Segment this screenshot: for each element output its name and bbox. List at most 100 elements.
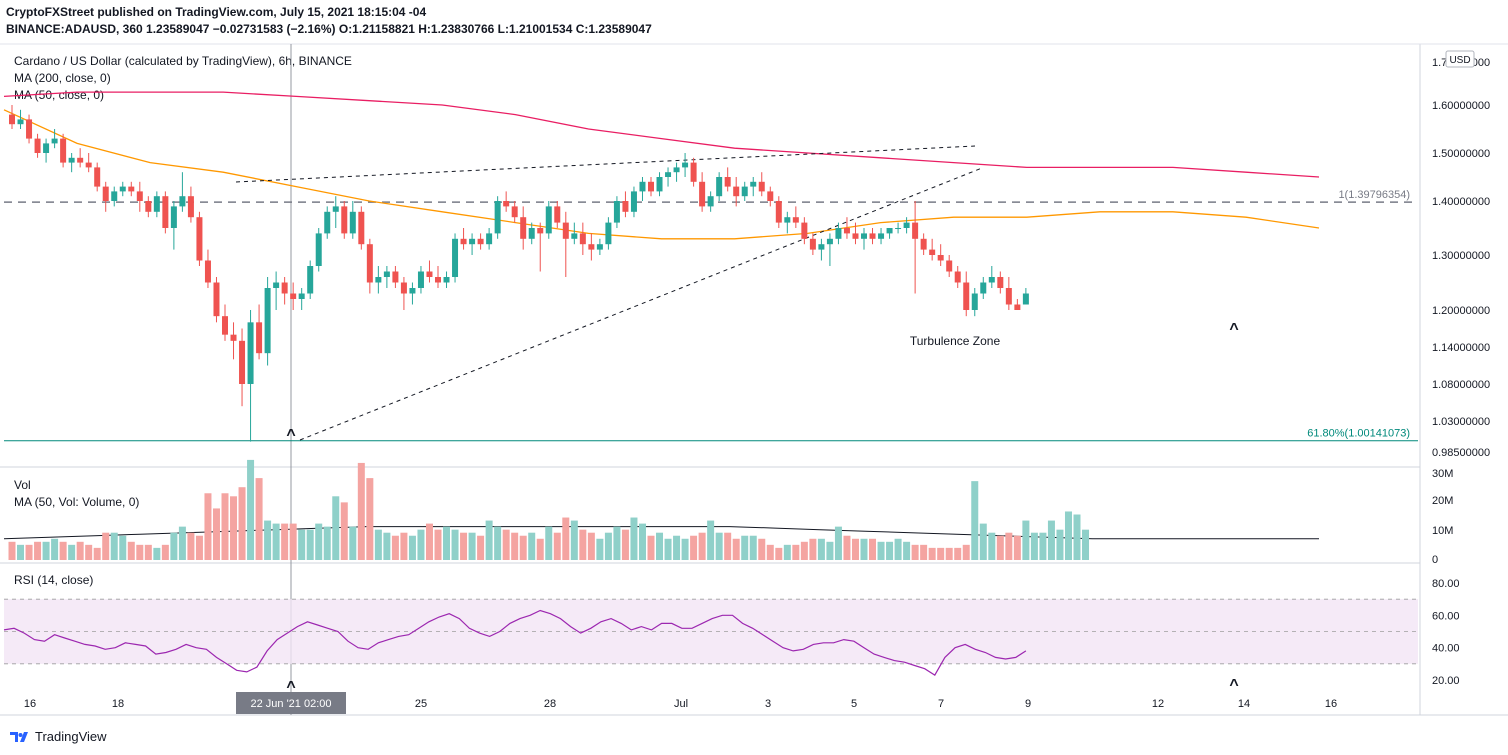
candle-body xyxy=(400,282,407,294)
volume-bar xyxy=(800,541,808,560)
candle-body xyxy=(392,271,399,283)
candle-body xyxy=(187,196,194,218)
candle-body xyxy=(835,228,842,239)
volume-bar xyxy=(707,520,715,560)
volume-bar xyxy=(809,538,817,560)
wedge-upper-trendline xyxy=(235,145,976,183)
candle-body xyxy=(920,238,927,250)
candle-body xyxy=(767,191,774,201)
volume-bar xyxy=(17,544,25,560)
volume-bar xyxy=(1030,532,1038,560)
volume-bar xyxy=(749,535,757,560)
volume-bar xyxy=(937,547,945,560)
candle-body xyxy=(895,228,902,229)
candle-body xyxy=(826,238,833,245)
price-tick-label: 0.98500000 xyxy=(1432,447,1490,459)
volume-bar xyxy=(775,547,783,560)
volume-bar xyxy=(834,526,842,560)
candle-body xyxy=(886,228,893,234)
volume-bar xyxy=(102,532,110,560)
rsi-tick-label: 20.00 xyxy=(1432,675,1460,687)
volume-bar xyxy=(340,502,348,560)
volume-bar xyxy=(826,541,834,560)
candle-body xyxy=(315,233,322,266)
rsi-caret-marker: ^ xyxy=(286,679,295,696)
volume-bar xyxy=(587,532,595,560)
price-tick-label: 1.50000000 xyxy=(1432,148,1490,160)
candle-body xyxy=(307,266,314,294)
volume-bar xyxy=(366,478,374,560)
volume-bar xyxy=(34,541,42,560)
candle-body xyxy=(648,181,654,192)
candle-body xyxy=(77,157,84,163)
price-tick-label: 1.30000000 xyxy=(1432,250,1490,262)
volume-bar xyxy=(681,538,689,560)
candle-body xyxy=(1022,293,1029,305)
volume-bar xyxy=(408,535,416,560)
candle-body xyxy=(256,322,263,354)
volume-bar xyxy=(553,532,561,560)
candle-body xyxy=(878,233,885,239)
candle-body xyxy=(452,238,459,277)
price-tick-label: 1.14000000 xyxy=(1432,342,1490,354)
volume-bar xyxy=(204,493,212,560)
ma200-legend: MA (200, close, 0) xyxy=(14,71,111,85)
candle-body xyxy=(707,196,714,207)
volume-bar xyxy=(979,523,987,560)
volume-bar xyxy=(528,532,536,560)
candle-body xyxy=(775,201,782,223)
candle-body xyxy=(937,255,944,261)
volume-bar xyxy=(51,538,59,560)
volume-bar xyxy=(298,529,306,560)
candle-body xyxy=(792,217,799,223)
volume-bar xyxy=(8,541,16,560)
candle-body xyxy=(503,201,510,207)
candle-body xyxy=(562,222,569,239)
volume-tick-label: 30M xyxy=(1432,468,1453,480)
volume-bar xyxy=(996,535,1004,560)
candle-body xyxy=(571,233,578,239)
time-tick-label: 25 xyxy=(415,698,427,710)
volume-bar xyxy=(170,532,178,560)
candle-body xyxy=(861,233,867,239)
candle-body xyxy=(324,211,331,234)
candle-body xyxy=(375,277,382,283)
tradingview-brand: TradingView xyxy=(35,729,107,744)
price-tick-label: 1.03000000 xyxy=(1432,416,1490,428)
volume-bar xyxy=(127,541,135,560)
publisher-line: CryptoFXStreet published on TradingView.… xyxy=(6,5,427,19)
volume-bar xyxy=(153,547,161,560)
volume-bar xyxy=(1005,532,1013,560)
candle-body xyxy=(51,138,58,144)
candle-body xyxy=(971,293,978,310)
volume-bar xyxy=(613,526,621,560)
time-tick-label: Jul xyxy=(674,698,688,710)
volume-bar xyxy=(647,535,655,560)
candle-body xyxy=(111,191,118,201)
candle-body xyxy=(60,138,67,163)
volume-bar xyxy=(178,526,186,560)
candle-body xyxy=(818,244,825,250)
volume-bar xyxy=(945,547,953,560)
candle-body xyxy=(656,177,663,192)
candle-body xyxy=(213,282,220,317)
price-caret-marker: ^ xyxy=(1229,321,1238,338)
candle-body xyxy=(349,211,356,234)
candle-body xyxy=(980,282,987,294)
time-tick-label: 28 xyxy=(544,698,556,710)
candle-body xyxy=(716,177,723,197)
volume-bar xyxy=(357,462,365,560)
candle-body xyxy=(843,228,850,234)
candle-body xyxy=(94,167,101,187)
tradingview-footer[interactable]: TradingView xyxy=(8,729,107,744)
time-tick-label: 3 xyxy=(765,698,771,710)
candle-body xyxy=(724,177,731,187)
wedge-lower-trendline xyxy=(299,167,983,441)
candle-body xyxy=(852,233,859,239)
volume-bar xyxy=(664,538,672,560)
candle-body xyxy=(1005,288,1012,305)
volume-bar xyxy=(851,538,859,560)
candle-body xyxy=(358,211,365,245)
volume-bar xyxy=(758,538,766,560)
